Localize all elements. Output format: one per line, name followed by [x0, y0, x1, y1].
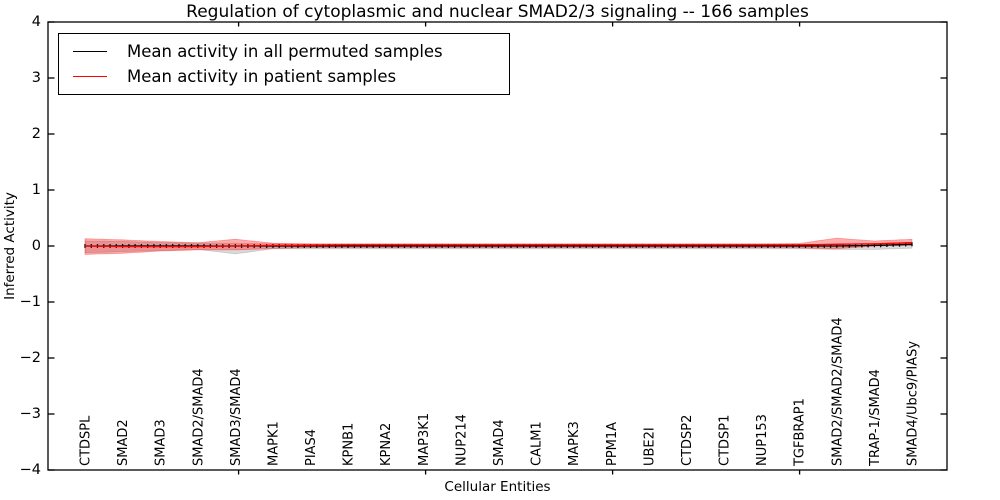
x-tick-label: KPNA2	[379, 423, 394, 466]
legend-label-patient: Mean activity in patient samples	[127, 67, 397, 86]
x-tick-label: NUP153	[755, 414, 770, 466]
x-tick-label: SMAD2/SMAD4	[191, 368, 206, 466]
x-tick-label: NUP214	[454, 414, 469, 466]
x-tick-label: SMAD4	[492, 419, 507, 466]
y-tick-label: 1	[32, 182, 41, 198]
y-tick-label: −4	[20, 462, 41, 478]
y-tick-label: −1	[20, 294, 41, 310]
chart-title: Regulation of cytoplasmic and nuclear SM…	[186, 2, 809, 22]
patient-mean-line	[84, 241, 913, 248]
x-tick-label: PPM1A	[605, 422, 620, 466]
x-tick-label: UBE2I	[642, 427, 657, 466]
legend-item-permuted: Mean activity in all permuted samples	[59, 42, 509, 61]
x-axis-label: Cellular Entities	[444, 479, 551, 495]
x-tick-label: CTDSPL	[79, 415, 94, 466]
x-tick-label: SMAD3	[154, 419, 169, 466]
x-tick-label: TRAP-1/SMAD4	[868, 369, 883, 467]
x-tick-label: MAP3K1	[417, 413, 432, 466]
y-tick-label: −3	[20, 406, 41, 422]
x-tick-label: MAPK1	[266, 421, 281, 466]
x-tick-label: SMAD4/Ubc9/PIASy	[906, 341, 921, 466]
x-tick-label: CTDSP2	[680, 415, 695, 466]
legend: Mean activity in all permuted samples Me…	[58, 33, 510, 95]
x-tick-label: KPNB1	[342, 423, 357, 466]
y-tick-label: 0	[32, 238, 41, 254]
x-tick-label: PIAS4	[304, 429, 319, 466]
permuted-line-swatch	[73, 51, 107, 52]
y-tick-label: 3	[32, 70, 41, 86]
legend-label-permuted: Mean activity in all permuted samples	[127, 42, 443, 61]
x-tick-label: CALM1	[530, 421, 545, 466]
y-tick-label: 4	[32, 14, 41, 30]
x-tick-label: SMAD2/SMAD2/SMAD4	[830, 317, 845, 466]
y-tick-label: 2	[32, 126, 41, 142]
x-tick-label: CTDSP1	[718, 415, 733, 466]
x-tick-label: TGFBRAP1	[793, 398, 808, 467]
x-tick-label: SMAD3/SMAD4	[229, 368, 244, 466]
y-tick-label: −2	[20, 350, 41, 366]
x-tick-label: MAPK3	[567, 421, 582, 466]
patient-line-swatch	[73, 76, 107, 77]
x-tick-label: SMAD2	[116, 419, 131, 466]
y-axis-label: Inferred Activity	[2, 192, 18, 300]
legend-item-patient: Mean activity in patient samples	[59, 67, 509, 86]
